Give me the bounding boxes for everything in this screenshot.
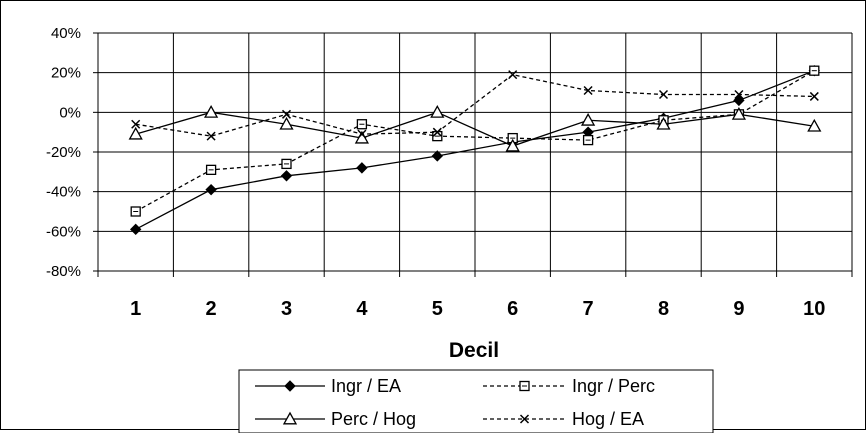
legend-swatch xyxy=(255,380,325,392)
legend-label: Hog / EA xyxy=(572,409,644,429)
legend-label: Ingr / Perc xyxy=(572,376,655,396)
data-point xyxy=(583,85,593,96)
legend-swatch xyxy=(483,380,566,392)
triangle-marker xyxy=(282,411,298,425)
y-tick-label: 0% xyxy=(59,104,81,121)
data-point xyxy=(357,129,367,139)
series-line xyxy=(135,73,815,137)
x-marker-stroke xyxy=(583,85,593,96)
data-point xyxy=(280,170,293,182)
x-marker-stroke xyxy=(734,89,744,100)
x-tick-label: 8 xyxy=(658,298,669,320)
x-marker-stroke xyxy=(357,129,367,139)
x-tick-label: 6 xyxy=(507,298,518,320)
data-point xyxy=(809,91,819,101)
x-marker-stroke xyxy=(658,89,669,100)
data-point xyxy=(129,223,142,236)
triangle-marker xyxy=(128,126,143,140)
diamond-marker xyxy=(129,223,142,236)
diamond-marker xyxy=(205,183,217,196)
triangle-marker xyxy=(807,118,822,132)
data-point xyxy=(809,65,820,76)
x-tick-label: 10 xyxy=(803,298,825,320)
y-axis-ticks: 40% 20% 0% -20% -40% -60% -80% xyxy=(46,25,81,280)
data-point xyxy=(281,158,292,170)
data-point xyxy=(508,70,518,80)
data-point xyxy=(281,109,292,119)
data-point xyxy=(807,118,822,132)
series-line xyxy=(135,70,815,230)
x-marker-stroke xyxy=(508,70,518,80)
data-point xyxy=(203,104,219,118)
series-4 xyxy=(131,70,819,141)
data-point xyxy=(128,126,143,140)
y-tick-label: 40% xyxy=(51,25,81,42)
data-point xyxy=(130,206,141,217)
x-axis-ticks: 1 2 3 4 5 6 7 8 9 10 xyxy=(130,298,825,320)
data-point xyxy=(582,134,594,146)
data-point xyxy=(356,119,368,130)
data-point xyxy=(505,138,520,152)
x-marker-stroke xyxy=(281,109,292,119)
y-tick-label: -60% xyxy=(46,223,81,240)
diamond-marker xyxy=(284,380,296,392)
data-point xyxy=(356,162,368,174)
y-tick-label: -80% xyxy=(46,263,81,280)
x-marker-stroke xyxy=(809,91,819,101)
triangle-marker xyxy=(731,106,747,120)
x-tick-label: 4 xyxy=(356,298,368,320)
x-tick-label: 9 xyxy=(733,298,744,320)
data-point xyxy=(279,116,294,130)
diamond-marker xyxy=(280,170,293,182)
legend-swatches xyxy=(255,380,566,425)
data-point xyxy=(431,150,444,162)
x-marker-stroke xyxy=(519,414,530,424)
triangle-marker xyxy=(656,116,671,130)
legend-swatch xyxy=(483,414,566,424)
legend: Ingr / EA Ingr / Perc Perc / Hog Hog / E… xyxy=(238,369,714,433)
series-3 xyxy=(128,104,822,152)
legend-label: Ingr / EA xyxy=(331,376,401,396)
data-point xyxy=(206,131,216,141)
triangle-marker xyxy=(580,112,596,126)
data-point xyxy=(734,89,744,100)
data-point xyxy=(580,112,596,126)
data-point xyxy=(205,164,217,176)
y-tick-label: -40% xyxy=(46,184,81,201)
series-layer xyxy=(128,64,822,236)
legend-box xyxy=(238,369,714,433)
triangle-marker xyxy=(203,104,219,118)
x-tick-label: 7 xyxy=(583,298,594,320)
x-tick-label: 5 xyxy=(432,298,443,320)
triangle-marker xyxy=(505,138,520,152)
series-line xyxy=(135,111,815,147)
legend-swatch xyxy=(255,411,325,425)
x-marker-stroke xyxy=(131,119,141,129)
y-tick-label: -20% xyxy=(46,144,81,161)
data-point xyxy=(205,183,217,196)
grid-lines xyxy=(93,32,853,277)
diamond-marker xyxy=(431,150,444,162)
data-point xyxy=(656,116,671,130)
x-tick-label: 2 xyxy=(206,298,217,320)
series-line xyxy=(135,70,815,213)
data-point xyxy=(432,127,442,137)
data-point xyxy=(658,89,669,100)
x-tick-label: 3 xyxy=(281,298,292,320)
legend-label: Perc / Hog xyxy=(331,409,416,429)
data-point xyxy=(131,119,141,129)
triangle-marker xyxy=(279,116,294,130)
x-marker-stroke xyxy=(432,127,442,137)
diamond-marker xyxy=(356,162,368,174)
x-marker-stroke xyxy=(206,131,216,141)
data-point xyxy=(731,106,747,120)
x-axis-title: Decil xyxy=(449,339,499,362)
x-tick-label: 1 xyxy=(130,298,141,320)
y-tick-label: 20% xyxy=(51,65,81,82)
data-point xyxy=(430,104,445,118)
triangle-marker xyxy=(430,104,445,118)
